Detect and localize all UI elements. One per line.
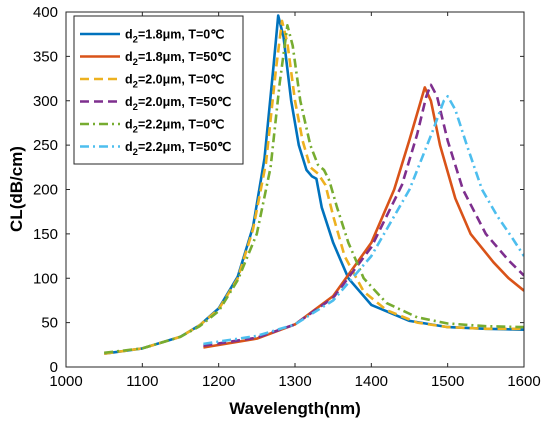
x-tick-label: 1000 — [49, 373, 82, 390]
legend-label-1: d2=1.8μm, T=0℃ — [125, 28, 224, 46]
y-tick-label: 150 — [33, 226, 58, 243]
series-line-6 — [203, 95, 524, 346]
x-tick-label: 1200 — [202, 373, 235, 390]
y-tick-label: 250 — [33, 137, 58, 154]
series-layer — [104, 14, 524, 355]
x-tick-label: 1300 — [278, 373, 311, 390]
legend-label-6: d2=2.2μm, T=50℃ — [125, 140, 231, 158]
legend-label-2: d2=1.8μm, T=50℃ — [125, 50, 231, 68]
legend-box — [73, 15, 244, 165]
x-tick-label: 1100 — [126, 373, 158, 390]
series-line-4 — [203, 83, 524, 347]
x-tick-label: 1600 — [507, 373, 540, 390]
y-tick-label: 300 — [33, 93, 58, 110]
legend-label-4: d2=2.0μm, T=50℃ — [125, 95, 231, 113]
series-line-5 — [104, 24, 524, 355]
legend-label-5: d2=2.2μm, T=0℃ — [125, 118, 224, 136]
legend: d2=1.8μm, T=0℃ d2=1.8μm, T=50℃ d2=2.0μm, T… — [73, 15, 244, 165]
y-tick-label: 100 — [33, 270, 58, 287]
ticks-layer: 1000 1100 1200 1300 1400 1500 1600 0 50 100 150 200… — [33, 4, 541, 390]
y-tick-label: 0 — [50, 359, 58, 376]
x-tick-label: 1400 — [355, 373, 388, 390]
series-line-1 — [104, 14, 524, 355]
series-line-3 — [104, 19, 524, 355]
y-tick-label: 400 — [33, 4, 58, 21]
y-tick-label: 200 — [33, 182, 58, 199]
x-axis-label: Wavelength(nm) — [229, 399, 361, 418]
x-tick-label: 1500 — [431, 373, 464, 390]
legend-label-3: d2=2.0μm, T=0℃ — [125, 73, 224, 91]
y-tick-label: 350 — [33, 48, 58, 65]
y-tick-label: 50 — [41, 315, 58, 332]
y-axis-label: CL(dB/cm) — [7, 146, 26, 232]
